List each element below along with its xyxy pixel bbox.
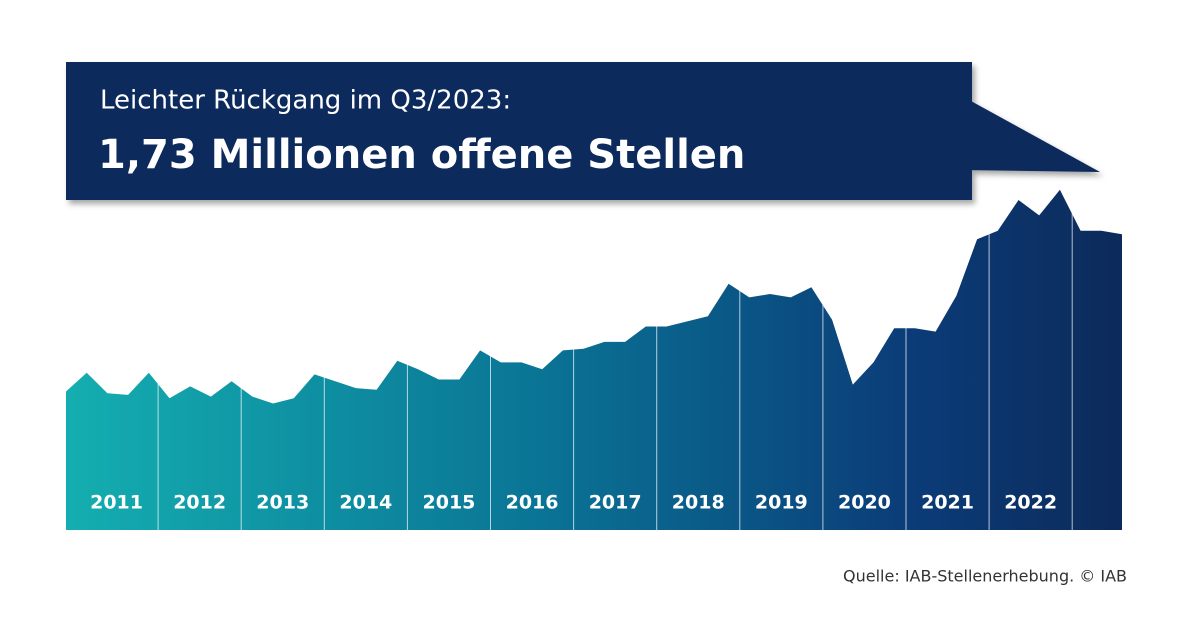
x-tick-label: 2019 xyxy=(755,492,808,514)
x-tick-label: 2020 xyxy=(838,492,891,514)
x-tick-label: 2011 xyxy=(90,492,143,514)
area xyxy=(66,189,1122,530)
x-tick-label: 2017 xyxy=(589,492,642,514)
x-tick-label: 2016 xyxy=(506,492,559,514)
source: Quelle: IAB-Stellenerhebung. © IAB xyxy=(843,567,1127,586)
x-tick-label: 2013 xyxy=(256,492,309,514)
callout-box xyxy=(66,62,972,200)
x-tick-label: 2022 xyxy=(1004,492,1057,514)
x-tick-label: 2021 xyxy=(921,492,974,514)
plot-area xyxy=(66,180,1122,530)
chart-subtitle: 1,73 Millionen offene Stellen xyxy=(98,132,745,178)
callout-pointer xyxy=(960,95,1100,172)
x-tick-label: 2014 xyxy=(339,492,392,514)
x-tick-label: 2015 xyxy=(423,492,476,514)
callout xyxy=(66,62,1100,200)
chart-title: Leichter Rückgang im Q3/2023: xyxy=(100,86,511,116)
x-tick-label: 2018 xyxy=(672,492,725,514)
x-tick-label: 2012 xyxy=(173,492,226,514)
